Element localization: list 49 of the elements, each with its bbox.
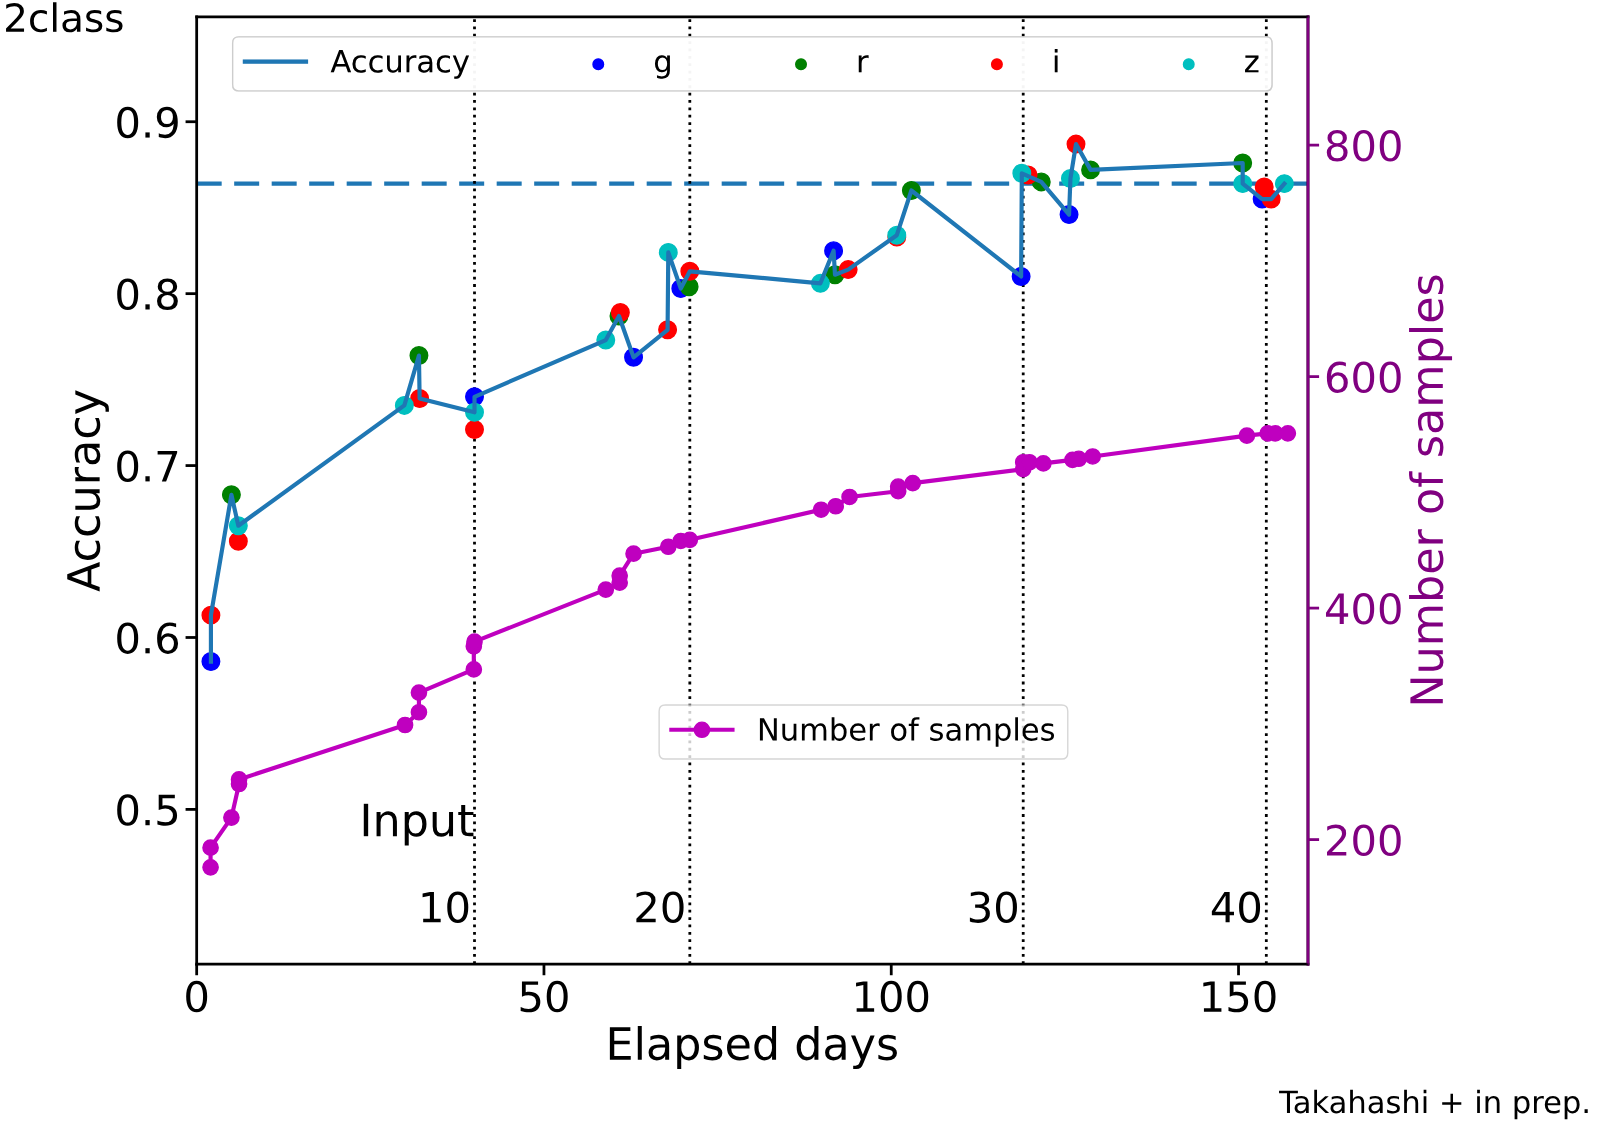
legend-label: g (654, 55, 670, 79)
x-tick-label: 0 (186, 980, 208, 1013)
point (223, 809, 240, 826)
y-tick-label: 0.7 (117, 450, 178, 482)
point (410, 703, 428, 721)
point (827, 497, 845, 515)
point (228, 531, 248, 551)
legend-label: Accuracy (330, 50, 470, 79)
point (410, 684, 428, 701)
chart-title: 2class (6, 2, 123, 33)
point (1084, 448, 1102, 465)
legend-label: Number of samples (759, 717, 1055, 747)
annotation: 40 (1211, 891, 1261, 923)
point (1238, 427, 1256, 444)
y2-tick-label: 400 (1325, 593, 1401, 625)
legend-label: i (1054, 49, 1058, 73)
point (1035, 455, 1052, 472)
annotation: 30 (969, 891, 1017, 923)
x-tick-label: 100 (856, 980, 929, 1013)
point (841, 488, 858, 506)
y2-axis-title: Number of samples (1409, 275, 1453, 704)
point (659, 538, 677, 556)
x-axis-title: Elapsed days (609, 1025, 897, 1069)
y-tick-label: 0.9 (117, 106, 178, 139)
point (812, 501, 830, 519)
annotation: 10 (422, 891, 469, 923)
legend-label: r (858, 55, 869, 73)
point (465, 419, 484, 439)
point (625, 545, 642, 563)
annotation: Input (363, 803, 474, 846)
y2-tick-label: 200 (1327, 824, 1401, 857)
y2-tick-label: 600 (1326, 361, 1401, 394)
text: Takahashi + in prep. (1279, 1089, 1588, 1120)
y-tick-label: 0.8 (117, 278, 178, 311)
legend-label: z (1245, 55, 1259, 73)
point (465, 661, 483, 678)
y-axis-title: Accuracy (67, 390, 109, 592)
point (202, 839, 219, 857)
annotation: 20 (636, 891, 684, 923)
y2-tick-label: 800 (1326, 130, 1401, 162)
point (597, 581, 615, 598)
y-tick-label: 0.6 (117, 622, 179, 654)
x-tick-label: 150 (1203, 980, 1276, 1013)
point (904, 474, 922, 492)
point (396, 716, 414, 734)
point (202, 859, 219, 876)
x-tick-label: 50 (520, 980, 568, 1013)
point (1279, 424, 1297, 442)
y-tick-label: 0.5 (117, 794, 178, 826)
